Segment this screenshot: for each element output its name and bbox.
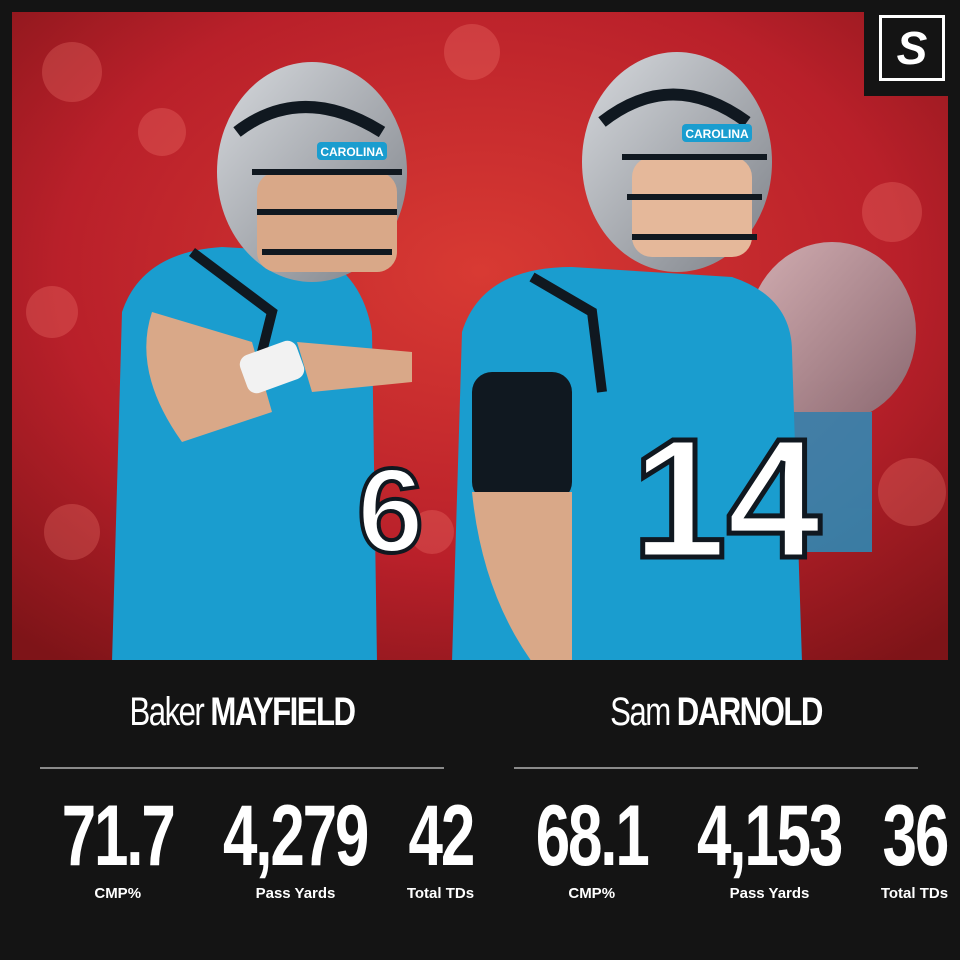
divider	[514, 767, 918, 769]
hero-photo: 6 CAROLINA 14 CAROLINA	[12, 12, 948, 660]
stat-label: CMP%	[94, 885, 142, 902]
helmet-text-left: CAROLINA	[320, 145, 384, 159]
stat-row: 71.7 CMP% 4,279 Pass Yards 42 Total TDs	[40, 791, 475, 902]
stat-value: 42	[408, 788, 475, 884]
stat-label: CMP%	[568, 885, 616, 902]
brand-logo: S	[864, 0, 960, 96]
stat-value: 4,153	[697, 788, 843, 884]
stat-cmp-pct: 71.7 CMP%	[40, 791, 195, 902]
logo-letter: S	[896, 22, 928, 74]
quarterbacks-photo: 6 CAROLINA 14 CAROLINA	[12, 12, 948, 660]
logo-frame: S	[879, 15, 945, 81]
player-first-name: Sam	[610, 690, 671, 734]
stat-value: 71.7	[61, 788, 176, 884]
player-last-name: MAYFIELD	[210, 690, 356, 734]
stat-total-tds: 36 Total TDs	[870, 791, 960, 902]
jersey-number-left: 6	[357, 444, 424, 578]
stat-cmp-pct: 68.1 CMP%	[514, 791, 669, 902]
jersey-number-right: 14	[632, 404, 821, 594]
stat-label: Total TDs	[880, 885, 949, 902]
player-card-mayfield: Baker MAYFIELD 71.7 CMP% 4,279 Pass Yard…	[40, 680, 475, 902]
divider	[40, 767, 444, 769]
stat-total-tds: 42 Total TDs	[396, 791, 486, 902]
player-name: Sam DARNOLD	[558, 680, 873, 744]
player-last-name: DARNOLD	[676, 690, 824, 734]
player-name: Baker MAYFIELD	[84, 680, 399, 744]
helmet-text-right: CAROLINA	[685, 127, 749, 141]
stat-value: 36	[882, 788, 949, 884]
stat-pass-yards: 4,279 Pass Yards	[195, 791, 395, 902]
stat-label: Pass Yards	[729, 885, 810, 902]
stat-row: 68.1 CMP% 4,153 Pass Yards 36 Total TDs	[514, 791, 949, 902]
player-first-name: Baker	[129, 690, 205, 734]
stat-value: 68.1	[535, 788, 650, 884]
stat-label: Pass Yards	[255, 885, 336, 902]
player-card-darnold: Sam DARNOLD 68.1 CMP% 4,153 Pass Yards 3…	[514, 680, 949, 902]
stat-label: Total TDs	[406, 885, 475, 902]
stat-pass-yards: 4,153 Pass Yards	[669, 791, 869, 902]
stat-value: 4,279	[223, 788, 369, 884]
